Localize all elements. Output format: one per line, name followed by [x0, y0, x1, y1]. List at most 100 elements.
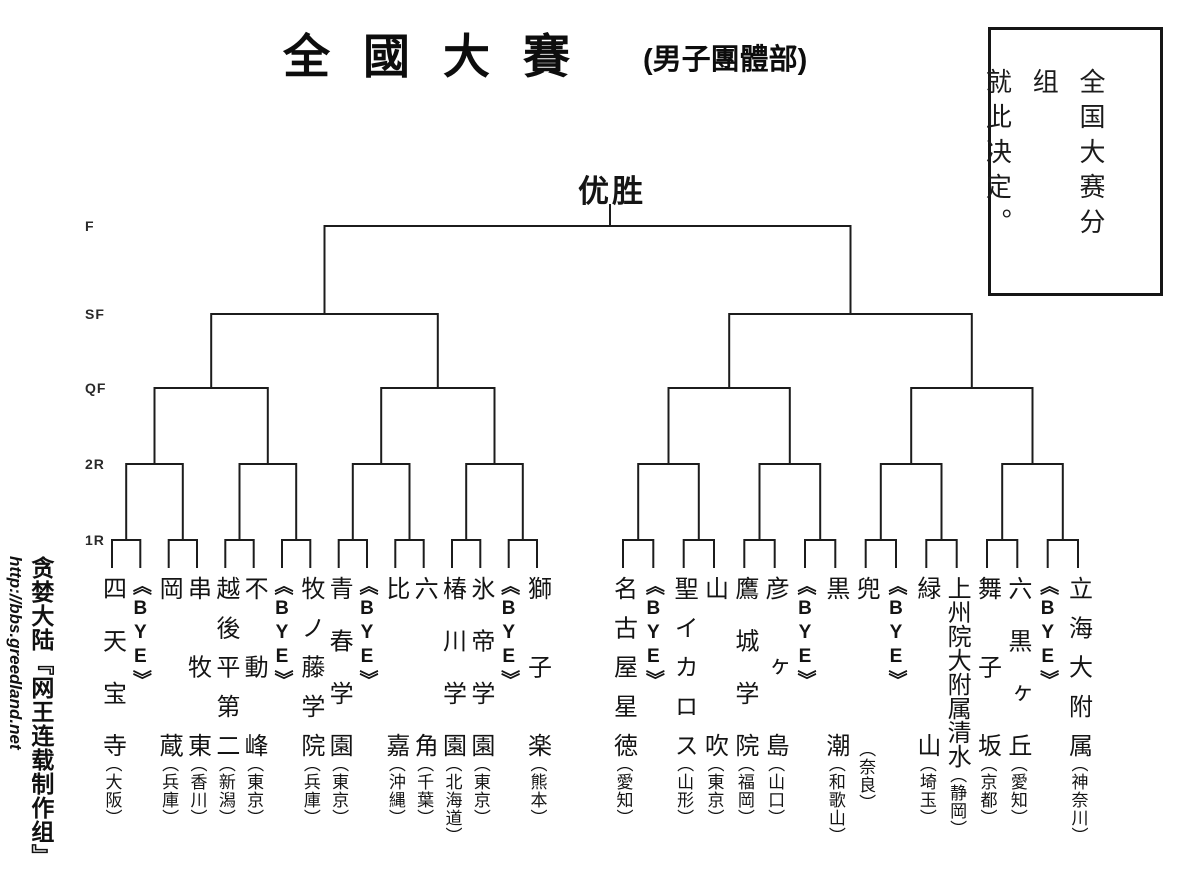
team-name: 上州院大附属清水: [943, 576, 971, 768]
team-name: 獅子楽: [523, 576, 551, 812]
note-line: 全国大赛分组: [1029, 68, 1106, 243]
team-name: 彦ヶ島: [761, 576, 789, 812]
team-slot: （埼玉） 緑山: [910, 570, 942, 872]
team-slot: （東京） 氷帝学園: [464, 570, 496, 834]
team-slot-bye: 《BYE》: [789, 570, 821, 834]
team-name: 緑山: [912, 576, 940, 872]
team-slot: （和歌山） 黒潮: [819, 570, 851, 872]
team-slot: （大阪） 四天宝寺: [96, 570, 128, 834]
team-region: （埼玉）: [916, 755, 936, 827]
team-region: （東京）: [244, 755, 264, 827]
team-slot-bye: 《BYE》: [880, 570, 912, 834]
team-name: 串牧東: [183, 576, 211, 812]
team-name: 《BYE》: [498, 576, 520, 692]
team-region: （京都）: [977, 755, 997, 827]
page-title: 全國大賽: [283, 30, 603, 83]
team-slot: （新潟） 越後平第二: [209, 570, 241, 834]
team-slot: （千葉） 六角: [408, 570, 440, 872]
team-slot-bye: 《BYE》: [266, 570, 298, 834]
team-region: （熊本）: [527, 755, 547, 827]
team-slot: （奈良） 兜: [850, 570, 882, 834]
team-slot-bye: 《BYE》: [124, 570, 156, 834]
page-subtitle: (男子團體部): [643, 44, 808, 76]
team-name: 山吹: [700, 576, 728, 872]
round-label-final: F: [85, 218, 95, 234]
team-slot: （熊本） 獅子楽: [521, 570, 553, 834]
team-name: 鷹城学院: [730, 576, 758, 786]
team-region: （大阪）: [102, 755, 122, 827]
team-region: （静岡）: [947, 766, 967, 838]
round-label-round1: 1R: [85, 532, 105, 548]
team-name: 青春学園: [325, 576, 353, 786]
team-name: 《BYE》: [1037, 576, 1059, 692]
team-region: （兵庫）: [300, 755, 320, 827]
watermark-group-name: 贪婪大陆『网王连载制作组』: [27, 556, 54, 868]
team-region: （愛知）: [613, 755, 633, 827]
team-region: （東京）: [329, 755, 349, 827]
team-region: （香川）: [187, 755, 207, 827]
team-region: （奈良）: [856, 740, 876, 812]
team-name: 《BYE》: [885, 576, 907, 692]
team-slot: （東京） 青春学園: [323, 570, 355, 834]
team-slot: （福岡） 鷹城学院: [728, 570, 760, 834]
team-name: 《BYE》: [794, 576, 816, 692]
team-region: （兵庫）: [159, 755, 179, 827]
team-region: （東京）: [704, 755, 724, 827]
team-name: 六角: [410, 576, 438, 872]
team-name: 六黒ヶ丘: [1003, 576, 1031, 786]
team-region: （和歌山）: [825, 755, 845, 845]
team-slot: （神奈川） 立海大附属: [1062, 570, 1094, 845]
team-slot-bye: 《BYE》: [493, 570, 525, 834]
team-name: 黒潮: [821, 576, 849, 872]
team-region: （沖縄）: [385, 755, 405, 827]
team-name: 椿川学園: [438, 576, 466, 786]
team-name: 《BYE》: [356, 576, 378, 692]
team-name: 聖イカロス: [670, 576, 698, 773]
note-box: 全国大赛分组 就此决定。: [982, 27, 1163, 296]
team-name: 四天宝寺: [98, 576, 126, 786]
team-slot-bye: 《BYE》: [637, 570, 669, 834]
team-slot: （東京） 不動峰: [238, 570, 270, 834]
team-slot: （兵庫） 牧ノ藤学院: [294, 570, 326, 834]
team-name: 越後平第二: [211, 576, 239, 773]
team-region: （神奈川）: [1068, 755, 1088, 845]
team-slot: （愛知） 六黒ヶ丘: [1001, 570, 1033, 834]
team-slot: （山口） 彦ヶ島: [759, 570, 791, 834]
team-region: （東京）: [470, 755, 490, 827]
team-slot: （兵庫） 岡蔵: [153, 570, 185, 872]
team-name: 不動峰: [240, 576, 268, 812]
team-name: 《BYE》: [642, 576, 664, 692]
team-slot: （香川） 串牧東: [181, 570, 213, 834]
team-slot: （京都） 舞子坂: [971, 570, 1003, 834]
team-name: 《BYE》: [129, 576, 151, 692]
watermark-url: http://bbs.greedland.net: [6, 556, 26, 750]
round-label-quarterfinal: QF: [85, 380, 107, 396]
team-region: （愛知）: [1007, 755, 1027, 827]
team-name: 氷帝学園: [466, 576, 494, 786]
team-name: 比嘉: [381, 576, 409, 872]
team-name: 名古屋星徳: [609, 576, 637, 773]
team-name: 《BYE》: [271, 576, 293, 692]
team-name: 兜: [852, 576, 880, 600]
team-slot: （静岡） 上州院大附属清水: [941, 570, 973, 838]
watermark: 贪婪大陆『网王连载制作组』 http://bbs.greedland.net: [4, 556, 55, 868]
team-region: （山口）: [765, 755, 785, 827]
note-line: 就此决定。: [982, 68, 1013, 243]
team-name: 岡蔵: [155, 576, 183, 872]
team-region: （千葉）: [414, 755, 434, 827]
team-name: 舞子坂: [973, 576, 1001, 812]
team-region: （北海道）: [442, 755, 462, 845]
team-slot-bye: 《BYE》: [1032, 570, 1064, 834]
team-name: 牧ノ藤学院: [296, 576, 324, 773]
team-region: （福岡）: [734, 755, 754, 827]
team-slot-bye: 《BYE》: [351, 570, 383, 834]
champion-label: 优胜: [578, 174, 646, 209]
team-slot: （愛知） 名古屋星徳: [607, 570, 639, 834]
team-slot: （北海道） 椿川学園: [436, 570, 468, 845]
team-slot: （沖縄） 比嘉: [379, 570, 411, 872]
team-slot: （山形） 聖イカロス: [668, 570, 700, 834]
team-slot: （東京） 山吹: [698, 570, 730, 872]
team-name: 立海大附属: [1064, 576, 1092, 773]
